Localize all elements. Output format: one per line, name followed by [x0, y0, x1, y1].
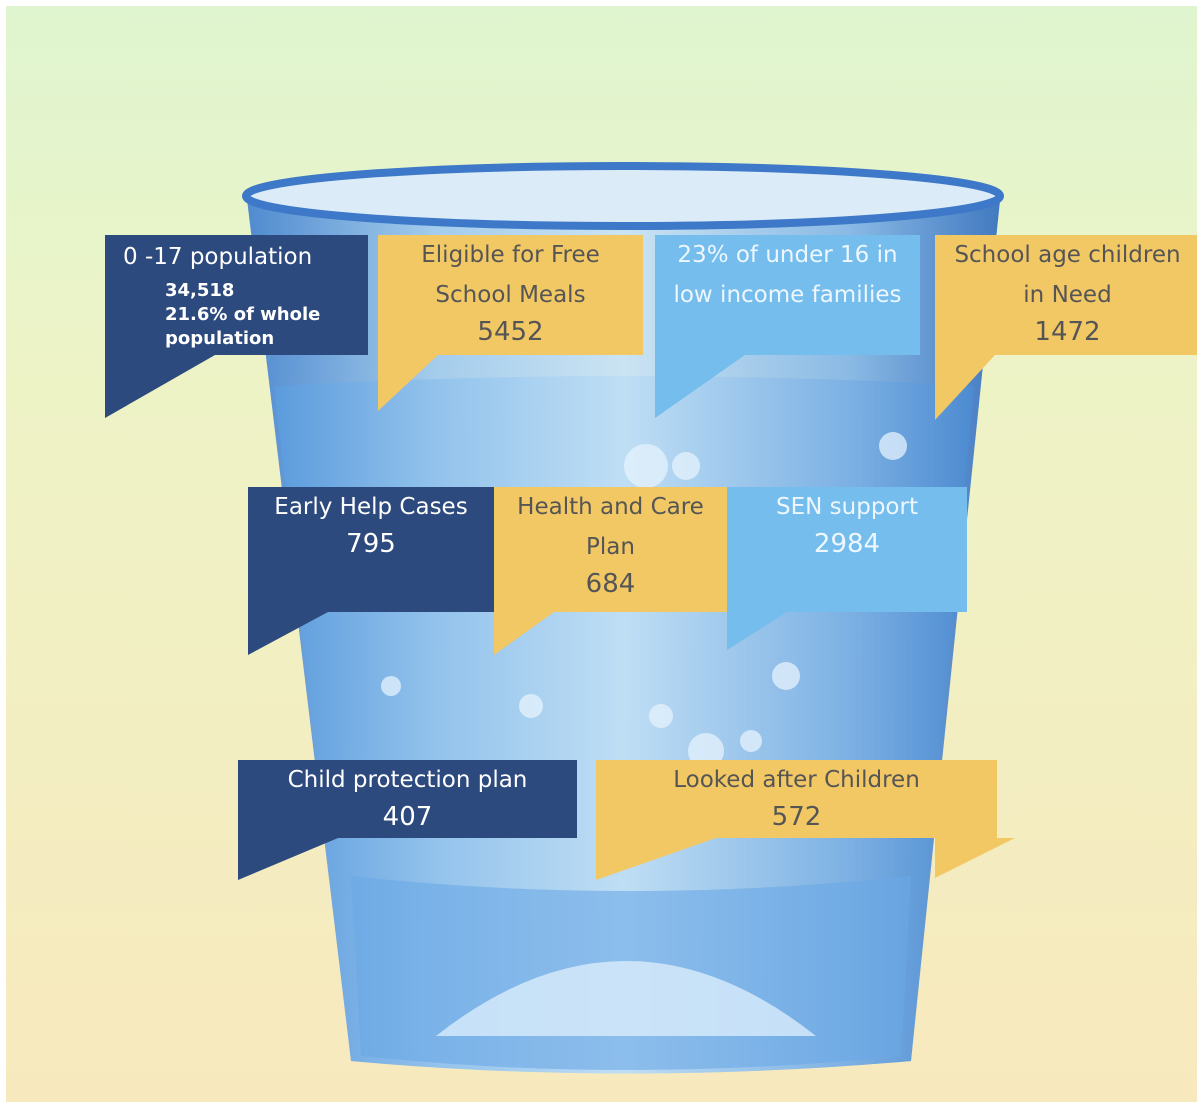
callout-value: 5452	[477, 317, 544, 347]
callout-title: SEN support	[776, 494, 918, 520]
callout-title: Child protection plan	[287, 767, 528, 793]
callout-title: 0 -17 population	[123, 244, 313, 270]
callout-value: 2984	[813, 529, 881, 559]
callout-value: 684	[585, 569, 636, 599]
detail-line: 21.6% of whole population	[165, 304, 321, 349]
infographic: 0 -17 population 34,518 21.6% of whole pop…	[6, 6, 1197, 1102]
callout-title: Health and Care Plan	[517, 494, 704, 560]
callout-title: School age children in Need	[954, 242, 1181, 308]
callout-title: Early Help Cases	[274, 494, 468, 520]
callout-title: 23% of under 16 in low income families	[673, 242, 902, 308]
detail-line: 34,518	[165, 280, 235, 301]
callout-title: Looked after Children	[673, 767, 920, 793]
callout-value: 795	[346, 529, 396, 559]
callout-title: Eligible for Free School Meals	[421, 242, 600, 308]
callout-value: 1472	[1034, 317, 1101, 347]
callout-value: 572	[771, 802, 822, 832]
callout-details: 34,518 21.6% of whole population	[105, 279, 368, 351]
callout-value: 407	[382, 802, 433, 832]
